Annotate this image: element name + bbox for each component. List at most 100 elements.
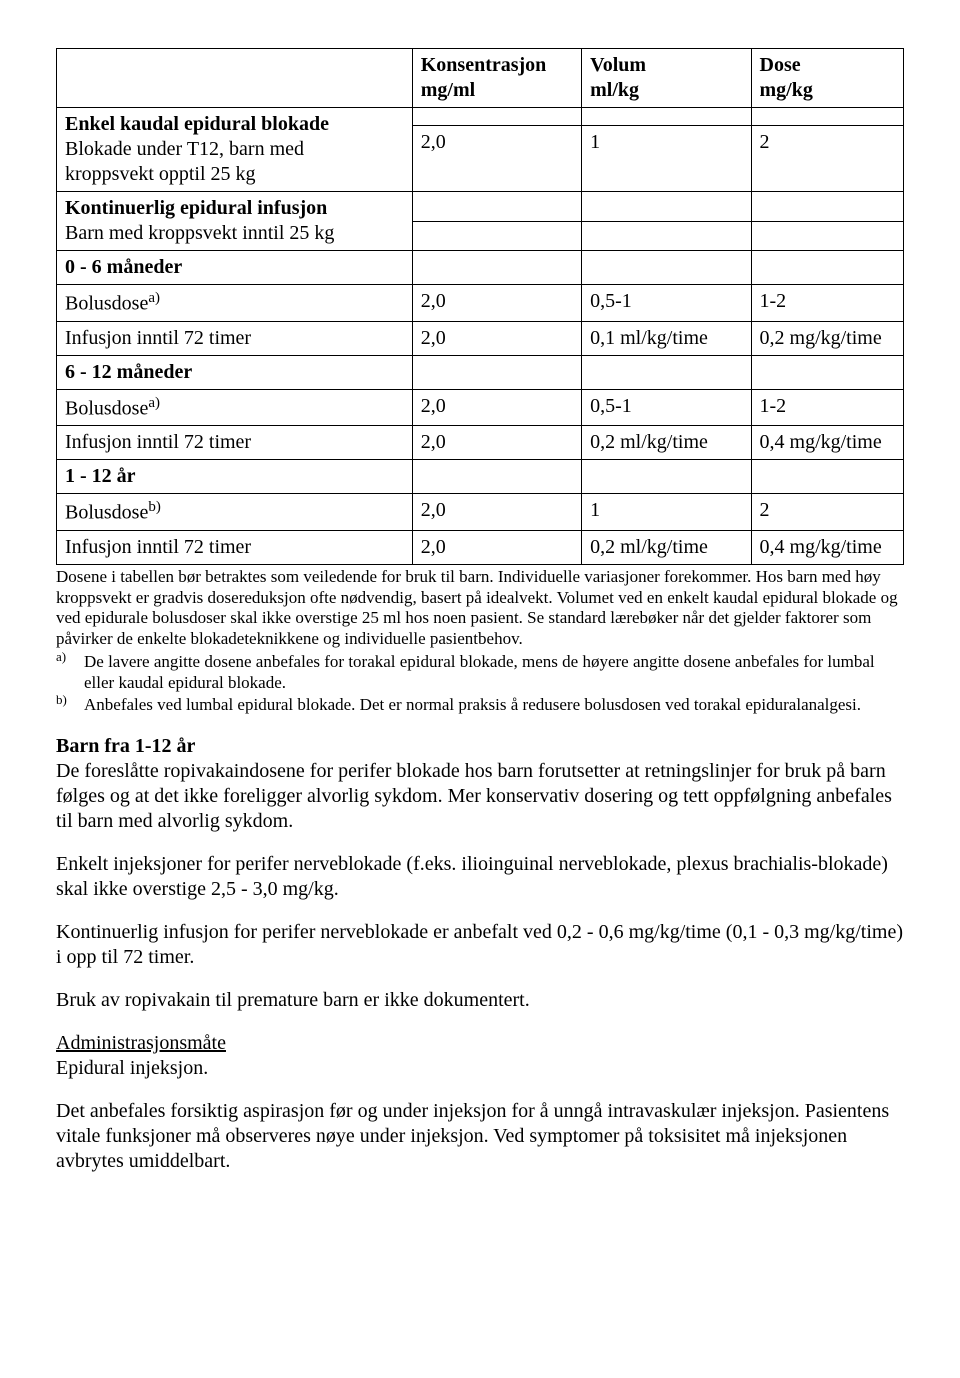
cell-desc: Enkel kaudal epidural blokade Blokade un…: [57, 108, 413, 192]
cell: 2,0: [412, 530, 581, 564]
cell: 0,4 mg/kg/time: [751, 426, 903, 460]
cell: 1: [582, 125, 751, 191]
section-1-12: 1 - 12 år: [57, 460, 413, 494]
table-row: 6 - 12 måneder: [57, 355, 904, 389]
cell: 2: [751, 494, 903, 531]
cell: [582, 108, 751, 126]
cell: 1: [582, 494, 751, 531]
footnote-a: a) De lavere angitte dosene anbefales fo…: [56, 652, 904, 693]
admin-text: Epidural injeksjon.: [56, 1057, 208, 1079]
cell: 0,2 ml/kg/time: [582, 530, 751, 564]
cell: 0,5-1: [582, 285, 751, 322]
cell: 2,0: [412, 285, 581, 322]
section-0-6: 0 - 6 måneder: [57, 251, 413, 285]
table-row: Infusjon inntil 72 timer 2,0 0,2 ml/kg/t…: [57, 426, 904, 460]
cell: [751, 192, 903, 222]
cell-desc: Infusjon inntil 72 timer: [57, 530, 413, 564]
paragraph: Det anbefales forsiktig aspirasjon før o…: [56, 1099, 904, 1174]
cell: [751, 251, 903, 285]
cell-desc: Infusjon inntil 72 timer: [57, 426, 413, 460]
cell: [751, 460, 903, 494]
table-row: 0 - 6 måneder: [57, 251, 904, 285]
header-dose: Dose mg/kg: [751, 49, 903, 108]
cell: [751, 221, 903, 251]
cell: [412, 355, 581, 389]
footnote-b-marker: b): [56, 692, 84, 713]
cell: 2,0: [412, 321, 581, 355]
cell-desc: Bolusdosea): [57, 389, 413, 426]
header-c2-l2: ml/kg: [590, 79, 639, 101]
cell: [582, 460, 751, 494]
r12-desc: Bolusdose: [65, 502, 148, 524]
section-6-12: 6 - 12 måneder: [57, 355, 413, 389]
cell: [412, 221, 581, 251]
table-notes: Dosene i tabellen bør betraktes som veil…: [56, 567, 904, 650]
cell: 0,4 mg/kg/time: [751, 530, 903, 564]
header-volum: Volum ml/kg: [582, 49, 751, 108]
header-c1-l2: mg/ml: [421, 79, 475, 101]
cell: [751, 108, 903, 126]
cell-desc: Kontinuerlig epidural infusjon Barn med …: [57, 192, 413, 251]
header-c3-l2: mg/kg: [760, 79, 813, 101]
cell: 2,0: [412, 125, 581, 191]
section-kontinuerlig: Kontinuerlig epidural infusjon: [65, 197, 327, 219]
cell-desc: Infusjon inntil 72 timer: [57, 321, 413, 355]
cell: 0,2 ml/kg/time: [582, 426, 751, 460]
paragraph: Kontinuerlig infusjon for perifer nerveb…: [56, 920, 904, 970]
r2-l1: Blokade under T12, barn med: [65, 138, 304, 160]
sup-a: a): [148, 290, 160, 306]
table-row: Bolusdosea) 2,0 0,5-1 1-2: [57, 285, 904, 322]
cell: 2,0: [412, 389, 581, 426]
cell: [582, 221, 751, 251]
cell: 1-2: [751, 389, 903, 426]
table-row: Bolusdosea) 2,0 0,5-1 1-2: [57, 389, 904, 426]
r2-l2: kroppsvekt opptil 25 kg: [65, 163, 256, 185]
cell: [412, 192, 581, 222]
cell: [582, 251, 751, 285]
cell-desc: Bolusdosea): [57, 285, 413, 322]
cell: 2: [751, 125, 903, 191]
cell: 0,1 ml/kg/time: [582, 321, 751, 355]
header-empty: [57, 49, 413, 108]
paragraph: Bruk av ropivakain til premature barn er…: [56, 988, 904, 1013]
header-c1-l1: Konsentrasjon: [421, 54, 547, 76]
footnote-a-marker: a): [56, 649, 84, 690]
header-c3-l1: Dose: [760, 54, 801, 76]
table-row: Infusjon inntil 72 timer 2,0 0,2 ml/kg/t…: [57, 530, 904, 564]
cell: 2,0: [412, 426, 581, 460]
table-row: Enkel kaudal epidural blokade Blokade un…: [57, 108, 904, 126]
r4-desc: Barn med kroppsvekt inntil 25 kg: [65, 222, 334, 244]
r9-desc: Bolusdose: [65, 397, 148, 419]
table-row: 1 - 12 år: [57, 460, 904, 494]
cell: [582, 355, 751, 389]
table-row: Infusjon inntil 72 timer 2,0 0,1 ml/kg/t…: [57, 321, 904, 355]
dosage-table: Konsentrasjon mg/ml Volum ml/kg Dose mg/…: [56, 48, 904, 565]
footnote-b: b) Anbefales ved lumbal epidural blokade…: [56, 695, 904, 716]
admin-heading: Administrasjonsmåte: [56, 1032, 226, 1054]
cell-desc: Bolusdoseb): [57, 494, 413, 531]
footnote-b-text: Anbefales ved lumbal epidural blokade. D…: [84, 695, 861, 716]
cell: [412, 460, 581, 494]
section-enkel: Enkel kaudal epidural blokade: [65, 113, 329, 135]
sup-a: a): [148, 395, 160, 411]
admin-block: Administrasjonsmåte Epidural injeksjon.: [56, 1031, 904, 1081]
cell: 1-2: [751, 285, 903, 322]
cell: 2,0: [412, 494, 581, 531]
sup-b: b): [148, 499, 161, 515]
cell: 0,2 mg/kg/time: [751, 321, 903, 355]
paragraph: De foreslåtte ropivakaindosene for perif…: [56, 759, 904, 834]
table-header-row: Konsentrasjon mg/ml Volum ml/kg Dose mg/…: [57, 49, 904, 108]
cell: [412, 108, 581, 126]
cell: [582, 192, 751, 222]
table-row: Kontinuerlig epidural infusjon Barn med …: [57, 192, 904, 222]
r6-desc: Bolusdose: [65, 293, 148, 315]
cell: 0,5-1: [582, 389, 751, 426]
table-row: Bolusdoseb) 2,0 1 2: [57, 494, 904, 531]
footnote-a-text: De lavere angitte dosene anbefales for t…: [84, 652, 904, 693]
header-konsentrasjon: Konsentrasjon mg/ml: [412, 49, 581, 108]
cell: [412, 251, 581, 285]
heading-barn-1-12: Barn fra 1-12 år: [56, 734, 904, 759]
header-c2-l1: Volum: [590, 54, 646, 76]
footnotes: a) De lavere angitte dosene anbefales fo…: [56, 652, 904, 716]
paragraph: Enkelt injeksjoner for perifer nerveblok…: [56, 852, 904, 902]
